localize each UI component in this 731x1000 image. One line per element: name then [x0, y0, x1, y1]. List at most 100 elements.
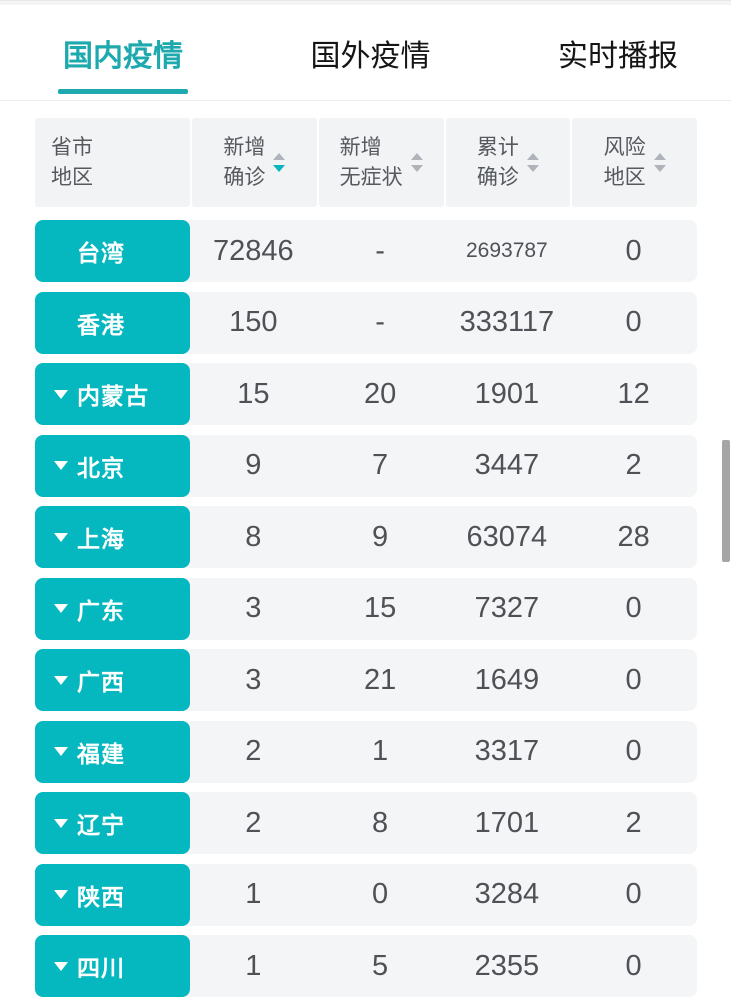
expand-triangle-icon: [54, 389, 68, 399]
new-confirmed-cell: 8: [245, 520, 262, 553]
new-asymptomatic-cell: 9: [372, 520, 389, 553]
region-name: 台湾: [77, 240, 125, 266]
column-header-risk-areas[interactable]: 风险 地区: [572, 118, 697, 207]
table-row: 台湾 72846 - 2693787 0: [35, 220, 697, 282]
new-asymptomatic-cell: 8: [372, 806, 389, 839]
new-confirmed-cell: 1: [245, 949, 262, 982]
new-confirmed-cell: 150: [229, 306, 278, 338]
total-confirmed-cell: 3447: [474, 449, 540, 481]
region-cell[interactable]: 广东: [35, 577, 190, 640]
new-asymptomatic-cell: 7: [372, 449, 389, 481]
expand-triangle-icon: [54, 818, 68, 828]
column-label-line2: 无症状: [339, 165, 403, 189]
total-confirmed-cell: 333117: [459, 306, 555, 338]
new-confirmed-cell: 72846: [213, 234, 294, 267]
total-confirmed-cell: 3317: [474, 735, 540, 767]
table-row: 香港 150 - 333117 0: [35, 291, 697, 354]
column-label-line2: 确诊: [476, 165, 519, 189]
total-confirmed-cell: 63074: [466, 520, 548, 553]
sort-asc-icon: [653, 153, 666, 160]
column-header-region: 省市 地区: [35, 118, 190, 207]
table-row: 四川 1 5 2355 0: [35, 935, 697, 997]
column-label-line1: 新增: [339, 135, 382, 159]
expand-triangle-icon: [54, 675, 68, 685]
new-asymptomatic-cell: 1: [372, 735, 389, 767]
sort-desc-icon: [526, 165, 539, 172]
region-cell[interactable]: 上海: [35, 506, 190, 568]
risk-areas-cell: 0: [625, 735, 642, 767]
region-name: 广东: [77, 597, 125, 624]
column-header-total-confirmed[interactable]: 累计 确诊: [445, 118, 571, 207]
expand-triangle-icon: [54, 604, 68, 613]
risk-areas-cell: 0: [625, 949, 642, 982]
risk-areas-cell: 2: [625, 806, 642, 839]
risk-areas-cell: 0: [625, 234, 642, 267]
sort-asc-icon: [410, 153, 423, 160]
column-label-line2: 确诊: [223, 165, 266, 189]
risk-areas-cell: 0: [625, 306, 642, 338]
tab-domestic-epidemic[interactable]: 国内疫情: [58, 5, 188, 100]
new-asymptomatic-cell: -: [375, 306, 385, 338]
region-cell[interactable]: 北京: [35, 434, 190, 497]
new-asymptomatic-cell: 21: [363, 663, 397, 696]
region-cell[interactable]: 辽宁: [35, 792, 190, 854]
region-cell[interactable]: 陕西: [35, 863, 190, 926]
column-header-new-asymptomatic[interactable]: 新增 无症状: [318, 118, 444, 207]
region-name: 内蒙古: [77, 383, 149, 409]
column-label-line1: 新增: [223, 135, 266, 159]
sort-asc-icon: [526, 153, 539, 160]
region-cell[interactable]: 福建: [35, 720, 190, 783]
table-row: 福建 2 1 3317 0: [35, 720, 697, 783]
new-confirmed-cell: 3: [245, 592, 262, 624]
table-row: 上海 8 9 63074 28: [35, 506, 697, 568]
tab-live-broadcast[interactable]: 实时播报: [558, 39, 678, 73]
region-cell[interactable]: 内蒙古: [35, 363, 190, 425]
region-cell[interactable]: 四川: [35, 935, 190, 997]
risk-areas-cell: 28: [617, 520, 650, 553]
region-name: 香港: [77, 311, 125, 338]
new-asymptomatic-cell: 0: [372, 878, 389, 910]
risk-areas-cell: 0: [625, 663, 642, 696]
table-row: 辽宁 2 8 1701 2: [35, 792, 697, 854]
risk-areas-cell: 12: [617, 377, 650, 410]
table-row: 广西 3 21 1649 0: [35, 649, 697, 711]
new-confirmed-cell: 15: [237, 377, 270, 410]
new-confirmed-cell: 3: [245, 663, 262, 696]
region-name: 广西: [77, 669, 125, 695]
region-cell: 香港: [35, 291, 190, 354]
column-label-line1: 累计: [476, 135, 519, 159]
sort-icons: [273, 153, 286, 172]
column-header-new-confirmed[interactable]: 新增 确诊: [192, 118, 317, 207]
total-confirmed-cell: 7327: [474, 592, 540, 624]
risk-areas-cell: 0: [625, 592, 642, 624]
new-confirmed-cell: 2: [245, 735, 262, 767]
region-cell: 台湾: [35, 220, 190, 282]
total-confirmed-cell: 2693787: [465, 239, 548, 262]
region-name: 北京: [77, 454, 125, 481]
expand-triangle-icon: [54, 961, 68, 971]
sort-desc-icon: [653, 165, 666, 172]
sort-icons: [526, 153, 539, 172]
region-name: 陕西: [77, 883, 125, 910]
column-label-line2: 地区: [51, 165, 93, 189]
region-name: 四川: [77, 955, 125, 981]
top-divider: [0, 0, 731, 5]
total-confirmed-cell: 1901: [474, 377, 540, 410]
expand-triangle-icon: [54, 747, 68, 756]
column-label-line1: 风险: [603, 135, 646, 159]
total-confirmed-cell: 1701: [474, 806, 540, 839]
sort-icons: [653, 153, 666, 172]
total-confirmed-cell: 2355: [474, 949, 540, 982]
new-confirmed-cell: 1: [245, 878, 262, 910]
tab-international-epidemic[interactable]: 国外疫情: [310, 39, 431, 73]
new-confirmed-cell: 2: [245, 806, 262, 839]
table-header: 省市 地区 新增 确诊 新增 无症状 累计 确诊: [35, 118, 697, 207]
new-asymptomatic-cell: 15: [363, 592, 397, 624]
risk-areas-cell: 2: [625, 449, 642, 481]
column-label-line2: 地区: [603, 165, 646, 189]
sort-desc-icon: [410, 165, 423, 172]
total-confirmed-cell: 1649: [474, 663, 540, 696]
tab-bar: 国内疫情 国外疫情 实时播报: [0, 5, 731, 101]
region-cell[interactable]: 广西: [35, 649, 190, 711]
scrollbar-thumb[interactable]: [722, 440, 730, 562]
